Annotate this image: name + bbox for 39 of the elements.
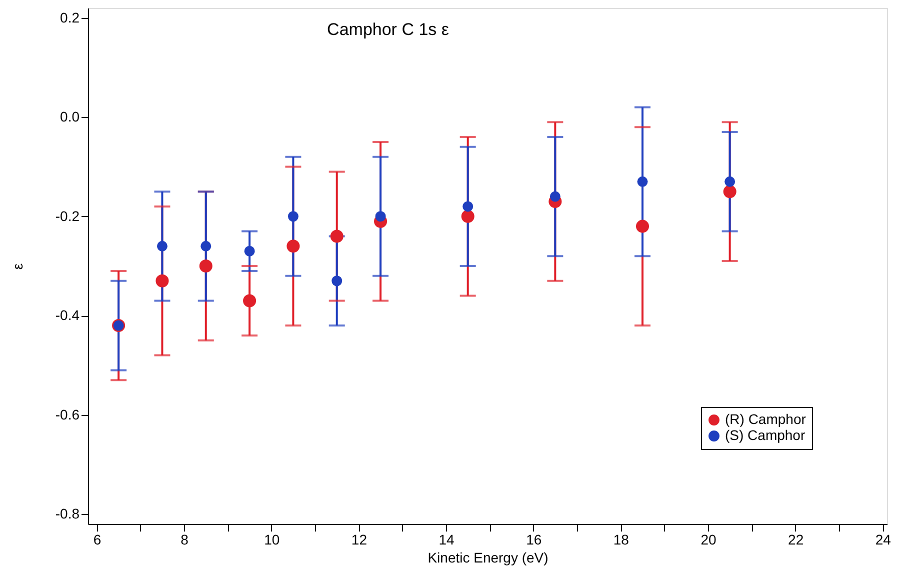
x-tick-label: 8	[180, 532, 189, 548]
point	[330, 230, 344, 243]
point	[462, 201, 474, 212]
point	[723, 185, 736, 198]
point	[243, 294, 256, 308]
x-tick-label: 20	[700, 532, 716, 548]
text: Camphor C 1s ε	[327, 20, 450, 39]
x-tick-label: 14	[438, 532, 455, 548]
point	[724, 176, 736, 187]
point	[550, 191, 560, 202]
x-tick-label: 6	[93, 532, 102, 548]
y-tick-label: -0.8	[55, 506, 80, 522]
point	[199, 259, 212, 273]
x-tick-label: 18	[613, 532, 630, 548]
x-tick-label: 10	[264, 532, 280, 548]
y-tick-label: 0.0	[60, 108, 80, 125]
point	[244, 246, 255, 256]
point	[461, 210, 474, 223]
y-axis-title: ε	[9, 263, 26, 270]
y-tick-label: 0.2	[60, 9, 80, 26]
point	[200, 240, 212, 252]
x-tick-label: 22	[788, 532, 804, 548]
point	[332, 276, 342, 286]
legend-label: (S) Camphor	[725, 427, 806, 443]
point	[288, 211, 298, 222]
point	[156, 274, 169, 288]
legend-label: (R) Camphor	[725, 411, 806, 427]
x-tick-label: 16	[526, 532, 542, 548]
point	[156, 240, 168, 252]
x-tick-label: 24	[875, 532, 892, 548]
x-axis-title: Kinetic Energy (eV)	[428, 550, 548, 566]
point	[637, 176, 648, 187]
point	[286, 240, 300, 253]
point	[636, 220, 650, 233]
point	[375, 211, 386, 222]
y-tick-label: -0.2	[55, 208, 80, 224]
y-tick-label: -0.4	[55, 307, 80, 324]
x-tick-label: 12	[351, 532, 368, 548]
y-tick-label: -0.6	[55, 406, 80, 422]
